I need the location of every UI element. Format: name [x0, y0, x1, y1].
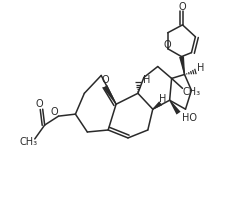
Text: H: H [159, 94, 166, 104]
Text: CH₃: CH₃ [182, 87, 201, 97]
Text: CH₃: CH₃ [20, 137, 38, 147]
Polygon shape [179, 56, 185, 74]
Polygon shape [152, 101, 162, 110]
Text: H: H [197, 62, 204, 73]
Text: O: O [179, 2, 186, 12]
Text: O: O [51, 107, 58, 117]
Text: HO: HO [181, 113, 197, 123]
Text: O: O [164, 40, 171, 50]
Text: H: H [143, 75, 150, 85]
Text: O: O [36, 99, 44, 109]
Polygon shape [169, 100, 181, 114]
Text: O: O [101, 75, 109, 85]
Polygon shape [103, 85, 116, 104]
